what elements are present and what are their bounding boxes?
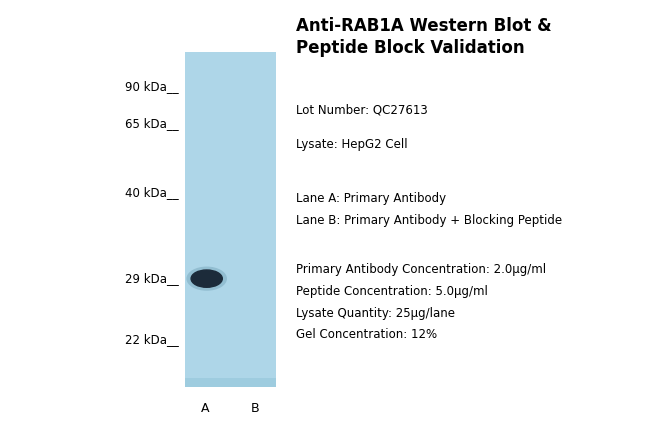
Text: A: A xyxy=(200,402,209,415)
Text: Lane B: Primary Antibody + Blocking Peptide: Lane B: Primary Antibody + Blocking Pept… xyxy=(296,214,562,227)
Text: Primary Antibody Concentration: 2.0μg/ml: Primary Antibody Concentration: 2.0μg/ml xyxy=(296,264,546,276)
Text: 90 kDa__: 90 kDa__ xyxy=(125,80,179,93)
Ellipse shape xyxy=(187,267,227,291)
Bar xyxy=(185,378,276,387)
Text: 65 kDa__: 65 kDa__ xyxy=(125,117,179,130)
Text: B: B xyxy=(251,402,260,415)
Text: Lysate: HepG2 Cell: Lysate: HepG2 Cell xyxy=(296,138,408,151)
Text: Lane A: Primary Antibody: Lane A: Primary Antibody xyxy=(296,192,446,205)
Text: Lot Number: QC27613: Lot Number: QC27613 xyxy=(296,104,428,117)
Text: Gel Concentration: 12%: Gel Concentration: 12% xyxy=(296,328,437,341)
Bar xyxy=(185,52,276,387)
Text: 40 kDa__: 40 kDa__ xyxy=(125,186,179,199)
Text: 29 kDa__: 29 kDa__ xyxy=(125,272,179,285)
Text: 22 kDa__: 22 kDa__ xyxy=(125,333,179,346)
Ellipse shape xyxy=(191,270,222,287)
Text: Lysate Quantity: 25μg/lane: Lysate Quantity: 25μg/lane xyxy=(296,307,455,320)
Text: Anti-RAB1A Western Blot &
Peptide Block Validation: Anti-RAB1A Western Blot & Peptide Block … xyxy=(296,17,551,57)
Text: Peptide Concentration: 5.0μg/ml: Peptide Concentration: 5.0μg/ml xyxy=(296,285,488,298)
